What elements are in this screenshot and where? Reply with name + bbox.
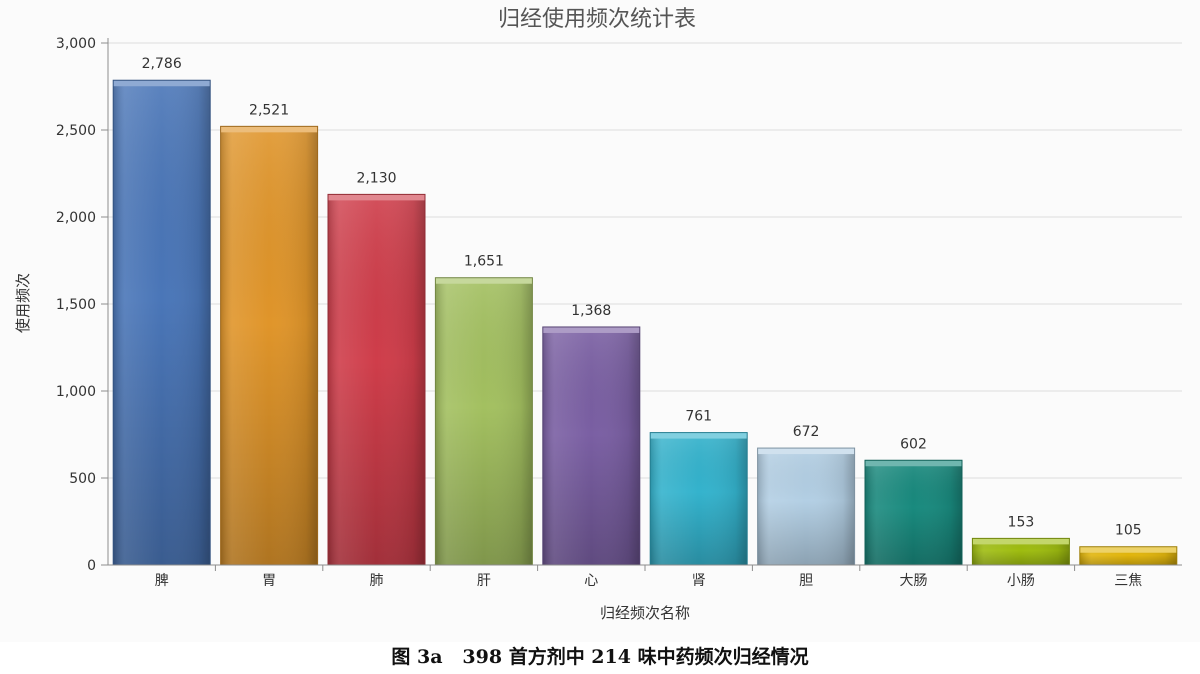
bar xyxy=(220,125,319,566)
bar-top-cap xyxy=(972,538,1070,545)
figure-caption: 图 3a 398 首方剂中 214 味中药频次归经情况 xyxy=(0,642,1200,672)
bar-top-cap xyxy=(1079,546,1177,553)
bar xyxy=(434,277,533,566)
bar-shade-horizontal xyxy=(757,448,855,565)
y-tick-label: 3,000 xyxy=(56,36,96,52)
bar-value-label: 602 xyxy=(900,436,927,452)
bars xyxy=(112,79,1178,566)
x-tick-label: 胃 xyxy=(262,573,276,589)
y-tick-label: 500 xyxy=(69,471,96,487)
bar-shade-horizontal xyxy=(220,126,318,565)
bar-shade-horizontal xyxy=(542,326,640,565)
x-tick-label: 大肠 xyxy=(900,573,928,589)
bar xyxy=(1079,546,1178,566)
bar-value-label: 153 xyxy=(1008,514,1035,530)
x-tick-label: 胆 xyxy=(799,573,813,589)
bar-chart: 归经使用频次统计表 使用频次 归经频次名称 0 500 1,000 1,500 2,00… xyxy=(14,7,1182,622)
x-tick-label: 肝 xyxy=(477,573,491,589)
x-axis-ticks: 脾 胃 肺 肝 心 肾 胆 大肠 小肠 三焦 xyxy=(155,565,1142,589)
x-tick-label: 脾 xyxy=(155,573,169,589)
bar-top-cap xyxy=(435,277,533,284)
x-tick-label: 三焦 xyxy=(1114,573,1142,589)
bar-value-label: 2,786 xyxy=(142,56,182,72)
bar xyxy=(327,193,426,566)
x-tick-label: 肺 xyxy=(370,573,384,589)
bar-shade-horizontal xyxy=(865,460,962,565)
bar-top-cap xyxy=(865,460,962,467)
x-tick-label: 心 xyxy=(584,573,598,589)
bar-top-cap xyxy=(542,326,640,333)
bar-shade-horizontal xyxy=(113,80,211,566)
bar-shade-horizontal xyxy=(328,194,425,565)
y-tick-label: 1,000 xyxy=(56,384,96,400)
bar-top-cap xyxy=(220,126,318,133)
bar-value-label: 105 xyxy=(1115,523,1142,539)
bar-top-cap xyxy=(650,432,748,439)
bar xyxy=(649,432,748,566)
x-tick-label: 小肠 xyxy=(1007,573,1035,589)
y-tick-label: 0 xyxy=(87,558,96,574)
bar-value-labels: 2,786 2,521 2,130 1,651 1,368 761 672 602 153 105 xyxy=(142,56,1142,538)
y-tick-label: 2,000 xyxy=(56,210,96,226)
bar-top-cap xyxy=(113,80,211,87)
y-tick-label: 1,500 xyxy=(56,297,96,313)
bar-value-label: 1,368 xyxy=(571,303,611,319)
bar-value-label: 2,130 xyxy=(356,170,396,186)
chart-figure: 归经使用频次统计表 使用频次 归经频次名称 0 500 1,000 1,500 2,00… xyxy=(14,7,1182,622)
bar-value-label: 672 xyxy=(793,424,820,440)
bar-shade-horizontal xyxy=(650,432,748,565)
bar xyxy=(112,79,211,566)
bar xyxy=(542,326,641,566)
bar xyxy=(864,459,963,566)
y-axis-ticks: 0 500 1,000 1,500 2,000 2,500 3,000 xyxy=(56,36,108,574)
bar xyxy=(971,537,1070,566)
bar-top-cap xyxy=(328,194,425,201)
x-axis-title: 归经频次名称 xyxy=(600,604,690,622)
y-tick-label: 2,500 xyxy=(56,123,96,139)
y-axis-title: 使用频次 xyxy=(14,273,32,333)
x-tick-label: 肾 xyxy=(692,573,706,589)
bar-value-label: 2,521 xyxy=(249,102,289,118)
bar-top-cap xyxy=(757,448,855,455)
bar-shade-horizontal xyxy=(435,277,533,565)
figure-caption-text: 398 首方剂中 214 味中药频次归经情况 xyxy=(462,646,809,668)
bar-value-label: 1,651 xyxy=(464,254,504,270)
bar xyxy=(757,447,856,566)
bar-value-label: 761 xyxy=(685,409,712,425)
figure-label: 图 3a xyxy=(391,646,443,668)
chart-title: 归经使用频次统计表 xyxy=(498,7,696,32)
